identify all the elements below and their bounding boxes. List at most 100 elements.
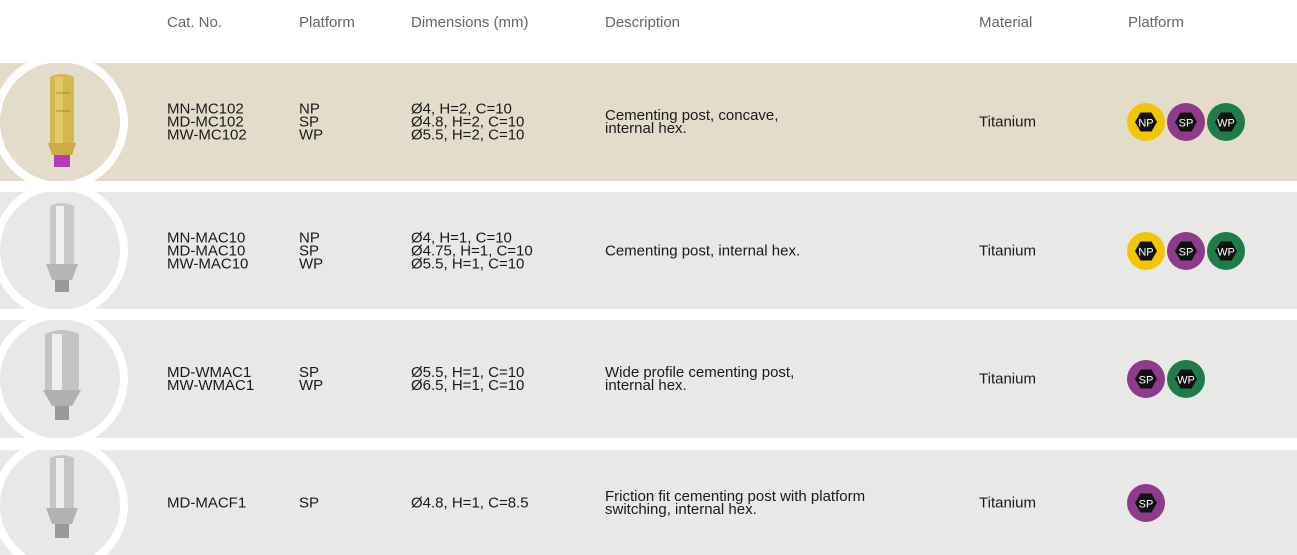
badges: NP SP WP [1127, 231, 1245, 270]
platform-badge: SP [1167, 231, 1205, 270]
cat-no: MD-MAC10 [167, 242, 246, 259]
platform-badge: WP [1167, 360, 1205, 398]
platform: SP [299, 494, 320, 511]
description: Wide profile cementing post, [605, 364, 795, 381]
badge-label: WP [1217, 246, 1235, 258]
platform-badge: WP [1207, 231, 1245, 270]
cat-no: MD-MC102 [167, 113, 244, 131]
dimension-cell: Ø5.5, H=1, C=10 Ø6.5, H=1, C=10 [411, 364, 525, 394]
dimension: Ø5.5, H=1, C=10 [411, 364, 525, 381]
badge-hex [1175, 112, 1197, 132]
description-cell: Cementing post, internal hex. [605, 242, 801, 259]
badge-label: SP [1139, 498, 1154, 510]
badge-label: SP [1179, 118, 1194, 130]
platform-cell: NP SP WP [299, 229, 324, 272]
badge-label: WP [1217, 118, 1235, 130]
material: Titanium [979, 494, 1036, 511]
badge-hex [1175, 369, 1197, 389]
material: Titanium [979, 370, 1036, 388]
column-header: Platform [299, 14, 355, 31]
platform-badge: WP [1207, 103, 1245, 141]
badge-hex [1135, 112, 1157, 132]
description: switching, internal hex. [605, 500, 757, 518]
dimension: Ø6.5, H=1, C=10 [411, 377, 525, 394]
material: Titanium [979, 113, 1036, 131]
platform: WP [299, 126, 324, 144]
product-image [0, 192, 128, 309]
badge-hex [1175, 241, 1197, 260]
column-header: Description [605, 14, 681, 31]
platform: SP [299, 113, 320, 131]
description-cell: Cementing post, concave, internal hex. [605, 107, 779, 137]
table-row: MN-MC102 MD-MC102 MW-MC102 NP SP WP Ø4, H=2, C… [0, 63, 1297, 181]
product-image [0, 320, 128, 438]
dimension-cell: Ø4.8, H=1, C=8.5 [411, 494, 529, 511]
platform: NP [299, 100, 320, 118]
platform: SP [299, 364, 320, 381]
cat-no-cell: MD-WMAC1 MW-WMAC1 [167, 364, 255, 394]
cat-no: MN-MC102 [167, 100, 244, 118]
column-header: Material [979, 14, 1033, 31]
description: internal hex. [605, 377, 687, 394]
badges: SP [1127, 483, 1165, 522]
cat-no: MW-WMAC1 [167, 377, 255, 394]
dimension: Ø5.5, H=1, C=10 [411, 255, 525, 272]
badge-label: NP [1138, 246, 1153, 258]
badge-label: NP [1138, 118, 1153, 130]
cat-no-cell: MN-MAC10 MD-MAC10 MW-MAC10 [167, 229, 249, 272]
cat-no: MW-MAC10 [167, 255, 249, 272]
description: internal hex. [605, 120, 687, 137]
platform-badge: NP [1127, 231, 1165, 270]
cat-no: MD-WMAC1 [167, 364, 252, 381]
cat-no: MN-MAC10 [167, 229, 246, 246]
badges: SP WP [1127, 360, 1205, 398]
dimension-cell: Ø4, H=1, C=10 Ø4.75, H=1, C=10 Ø5.5, H=1, … [411, 229, 533, 272]
badge-label: SP [1139, 375, 1154, 387]
description: Cementing post, concave, [605, 107, 779, 124]
description-cell: Wide profile cementing post, internal hex… [605, 364, 795, 394]
platform-badge: NP [1127, 103, 1165, 141]
table-row: MD-WMAC1 MW-WMAC1 SP WP Ø5.5, H=1, C=10 Ø6.5,… [0, 320, 1297, 438]
material: Titanium [979, 242, 1036, 259]
dimension: Ø4.8, H=1, C=8.5 [411, 494, 529, 511]
platform-badge: SP [1127, 483, 1165, 522]
badge-hex [1135, 493, 1157, 512]
cat-no-cell: MD-MACF1 [167, 494, 247, 511]
platform-cell: NP SP WP [299, 100, 324, 144]
badge-hex [1215, 241, 1237, 260]
cat-no-cell: MN-MC102 MD-MC102 MW-MC102 [167, 100, 247, 144]
platform: WP [299, 377, 324, 394]
product-image [0, 450, 128, 555]
badge-hex [1135, 369, 1157, 389]
platform: NP [299, 229, 320, 246]
badge-hex [1215, 112, 1237, 132]
cat-no: MW-MC102 [167, 126, 247, 144]
dimension: Ø4.75, H=1, C=10 [411, 242, 533, 259]
platform-badge: SP [1167, 103, 1205, 141]
table-row: MD-MACF1 SP Ø4.8, H=1, C=8.5 Friction fit c… [0, 450, 1297, 555]
dimension-cell: Ø4, H=2, C=10 Ø4.8, H=2, C=10 Ø5.5, H=2, C… [411, 100, 525, 144]
badge-label: WP [1177, 375, 1195, 387]
platform: WP [299, 255, 324, 272]
product-image [0, 63, 128, 181]
platform-badge: SP [1127, 360, 1165, 398]
dimension: Ø4, H=1, C=10 [411, 229, 512, 246]
description: Friction fit cementing post with platfor… [605, 487, 866, 505]
platform-cell: SP [299, 494, 320, 511]
badge-hex [1135, 241, 1157, 260]
platform: SP [299, 242, 320, 259]
dimension: Ø5.5, H=2, C=10 [411, 126, 525, 144]
badge-label: SP [1179, 246, 1194, 258]
badges: NP SP WP [1127, 103, 1245, 141]
dimension: Ø4, H=2, C=10 [411, 100, 512, 118]
column-header: Dimensions (mm) [411, 14, 529, 31]
table-row: MN-MAC10 MD-MAC10 MW-MAC10 NP SP WP Ø4, H=1, C… [0, 192, 1297, 309]
description-cell: Friction fit cementing post with platfor… [605, 487, 866, 518]
column-header: Platform [1128, 14, 1184, 31]
cat-no: MD-MACF1 [167, 494, 247, 511]
platform-cell: SP WP [299, 364, 324, 394]
description: Cementing post, internal hex. [605, 242, 801, 259]
column-header: Cat. No. [167, 14, 223, 31]
dimension: Ø4.8, H=2, C=10 [411, 113, 525, 131]
